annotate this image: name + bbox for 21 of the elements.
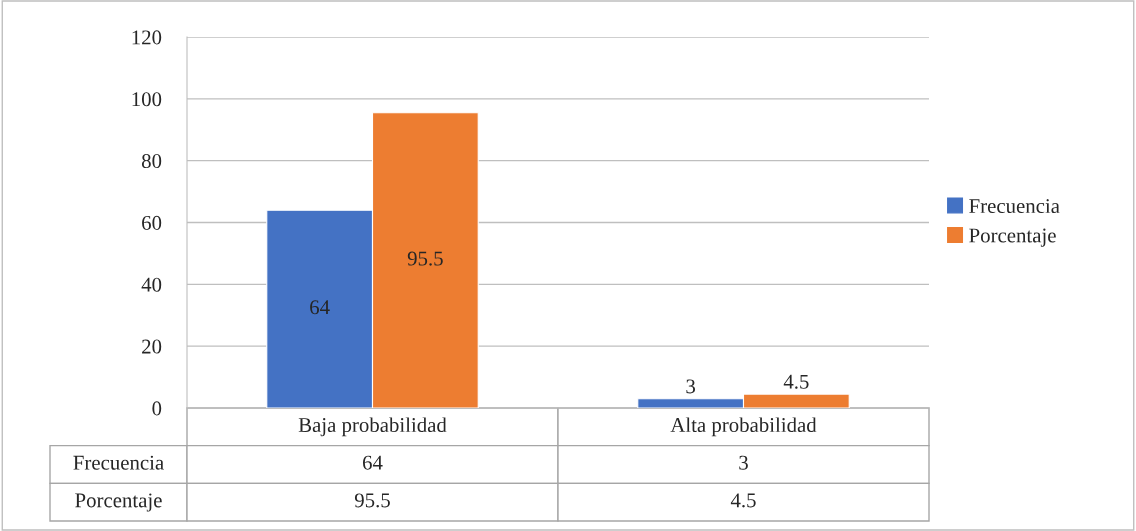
data-label: 3 xyxy=(686,379,696,394)
y-tick-label: 0 xyxy=(152,401,162,416)
x-tick-label: Alta probabilidad xyxy=(670,417,817,437)
x-tick-label: Baja probabilidad xyxy=(298,417,447,437)
y-tick-label: 120 xyxy=(132,30,162,45)
y-tick-label: 40 xyxy=(141,277,162,292)
text: 4.5 xyxy=(730,493,756,508)
text: 3 xyxy=(739,455,748,470)
y-tick-label: 80 xyxy=(141,154,162,169)
y-tick-label: 100 xyxy=(132,92,162,107)
text: 95.5 xyxy=(354,493,390,508)
text: 64 xyxy=(362,455,383,470)
legend-label: Porcentaje xyxy=(969,228,1056,247)
text: Frecuencia xyxy=(73,455,164,470)
y-tick-label: 20 xyxy=(142,339,162,354)
data-label: 95.5 xyxy=(407,251,443,266)
data-label: 4.5 xyxy=(783,374,809,389)
data-label: 64 xyxy=(310,300,330,315)
y-tick-label: 60 xyxy=(142,215,162,230)
text: Porcentaje xyxy=(75,493,162,512)
legend-label: Frecuencia xyxy=(969,199,1060,214)
